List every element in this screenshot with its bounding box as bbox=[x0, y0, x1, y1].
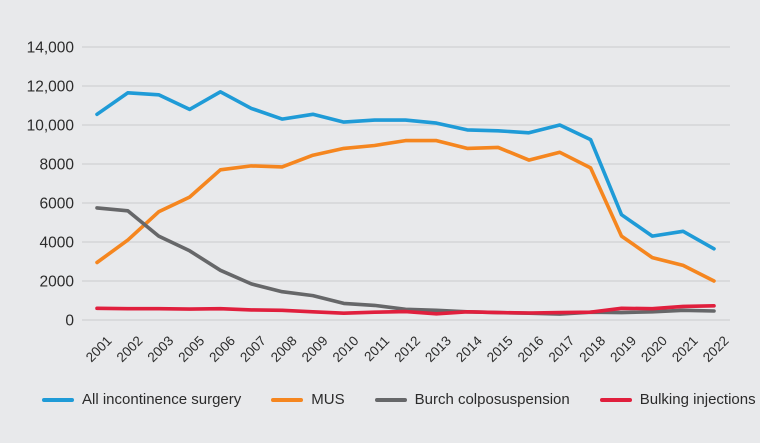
legend-label: MUS bbox=[311, 391, 345, 408]
x-tick-label: 2021 bbox=[669, 333, 701, 365]
legend-swatch-icon bbox=[42, 397, 74, 402]
x-tick-label: 2007 bbox=[237, 333, 269, 365]
x-tick-label: 2017 bbox=[546, 333, 578, 365]
legend-item-mus[interactable]: MUS bbox=[271, 391, 345, 408]
x-tick-label: 2015 bbox=[484, 333, 516, 365]
legend-label: Bulking injections bbox=[639, 391, 756, 408]
y-axis-ticks: 0 2000 4000 6000 8000 10,000 12,000 14,000 bbox=[27, 40, 75, 330]
x-tick-label: 2009 bbox=[299, 333, 331, 365]
x-tick-label: 2013 bbox=[422, 333, 454, 365]
x-tick-label: 2006 bbox=[206, 333, 238, 365]
series-line-burch-colposuspension[interactable] bbox=[95, 206, 716, 316]
x-tick-label: 2019 bbox=[607, 333, 639, 365]
legend-label: Burch colposuspension bbox=[414, 391, 570, 408]
series-line-mus[interactable] bbox=[95, 138, 716, 283]
x-tick-label: 2001 bbox=[83, 333, 115, 365]
x-tick-label: 2014 bbox=[453, 333, 485, 365]
gridlines bbox=[82, 46, 730, 321]
y-tick-label: 8000 bbox=[40, 157, 75, 174]
x-tick-label: 2008 bbox=[268, 333, 300, 365]
y-tick-label: 2000 bbox=[40, 274, 75, 291]
y-tick-label: 14,000 bbox=[27, 40, 75, 57]
x-tick-label: 2016 bbox=[515, 333, 547, 365]
legend-item-bulking-injections[interactable]: Bulking injections bbox=[599, 391, 756, 408]
x-tick-label: 2018 bbox=[576, 333, 608, 365]
x-tick-label: 2003 bbox=[145, 333, 177, 365]
x-tick-label: 2002 bbox=[114, 333, 146, 365]
series-line-bulking-injections[interactable] bbox=[95, 303, 716, 316]
legend-item-all-incontinence-surgery[interactable]: All incontinence surgery bbox=[42, 391, 241, 408]
y-tick-label: 12,000 bbox=[27, 79, 75, 96]
legend: All incontinence surgery MUS Burch colpo… bbox=[42, 391, 756, 408]
y-tick-label: 4000 bbox=[40, 235, 75, 252]
x-tick-label: 2022 bbox=[700, 333, 732, 365]
y-tick-label: 10,000 bbox=[27, 118, 75, 135]
legend-label: All incontinence surgery bbox=[82, 391, 242, 408]
series-lines bbox=[95, 90, 716, 316]
legend-swatch-icon bbox=[599, 397, 632, 402]
x-tick-label: 2010 bbox=[330, 333, 362, 365]
y-tick-label: 6000 bbox=[40, 196, 75, 213]
series-line-all-incontinence-surgery[interactable] bbox=[95, 90, 716, 251]
x-tick-label: 2011 bbox=[361, 333, 392, 364]
x-tick-label: 2020 bbox=[638, 333, 670, 365]
y-tick-label: 0 bbox=[65, 313, 74, 330]
legend-swatch-icon bbox=[374, 397, 407, 402]
legend-swatch-icon bbox=[271, 397, 304, 402]
x-tick-label: 2012 bbox=[391, 333, 423, 365]
legend-item-burch-colposuspension[interactable]: Burch colposuspension bbox=[374, 391, 570, 408]
x-tick-label: 2005 bbox=[175, 333, 207, 365]
